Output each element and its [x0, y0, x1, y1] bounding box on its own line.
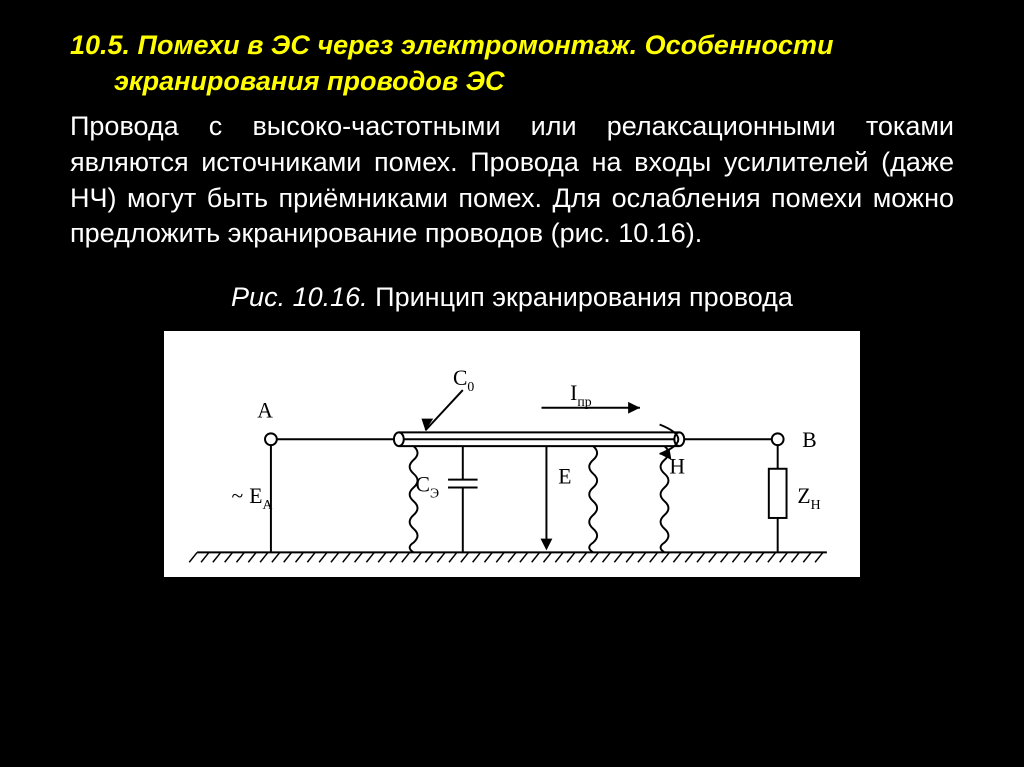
figure-caption: Рис. 10.16. Принцип экранирования провод… [70, 282, 954, 313]
figure-label: Рис. 10.16. [231, 282, 368, 312]
svg-text:CЭ: CЭ [416, 472, 440, 500]
figure-diagram: A B ~EA ZН C0 Iпр H CЭ E [162, 329, 862, 579]
svg-text:B: B [802, 428, 816, 452]
svg-text:E: E [558, 464, 571, 488]
svg-text:ZН: ZН [797, 484, 820, 512]
section-heading: 10.5. Помехи в ЭС через электромонтаж. О… [70, 28, 954, 99]
svg-text:C0: C0 [453, 366, 474, 394]
heading-line1: 10.5. Помехи в ЭС через электромонтаж. О… [70, 30, 833, 60]
figure-caption-text: Принцип экранирования провода [368, 282, 793, 312]
svg-text:A: A [257, 398, 273, 422]
svg-text:Iпр: Iпр [570, 381, 592, 409]
circuit-svg: A B ~EA ZН C0 Iпр H CЭ E [164, 331, 860, 577]
svg-text:H: H [669, 454, 685, 478]
svg-text:~: ~ [232, 484, 244, 508]
heading-line2: экранирования проводов ЭС [70, 64, 954, 100]
slide: 10.5. Помехи в ЭС через электромонтаж. О… [0, 0, 1024, 599]
svg-text:EA: EA [249, 484, 272, 512]
body-paragraph: Провода с высоко-частотными или релаксац… [70, 109, 954, 252]
